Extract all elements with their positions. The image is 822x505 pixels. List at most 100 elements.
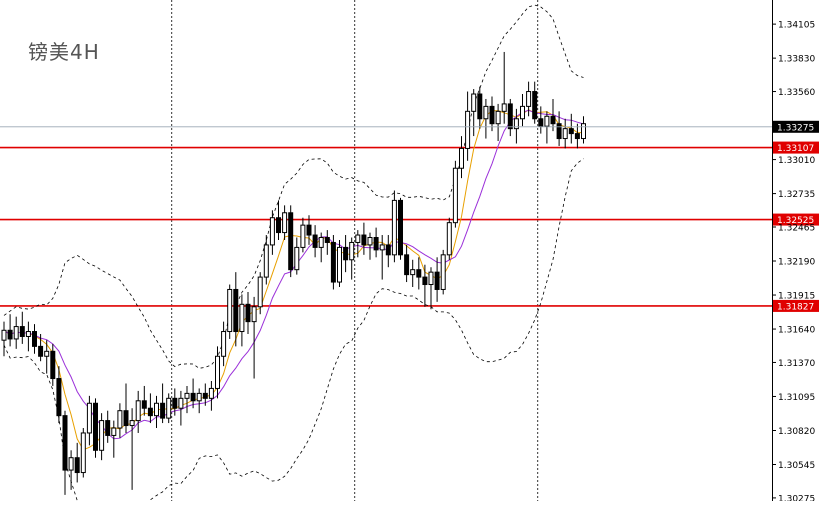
level-price-label: 1.31827: [777, 302, 814, 312]
candle-bull: [68, 457, 74, 471]
candle-bull: [513, 118, 519, 130]
candle-bear: [62, 415, 68, 471]
candle-bull: [282, 212, 288, 234]
price-tick-label: 1.33010: [778, 156, 815, 166]
candle-bull: [86, 402, 92, 434]
candle-bull: [294, 246, 300, 271]
price-tick-label: 1.31370: [778, 359, 815, 369]
candle-bull: [25, 331, 31, 337]
candle-bear: [373, 237, 379, 251]
price-tick-label: 1.30820: [778, 427, 815, 437]
price-tick-label: 1.31640: [778, 326, 815, 336]
candle-bear: [404, 254, 410, 276]
candle-bear: [105, 420, 111, 436]
candle-bear: [532, 91, 538, 120]
price-tick-label: 1.30275: [778, 494, 815, 501]
candle-bull: [428, 271, 434, 286]
current-price-label: 1.33275: [777, 123, 814, 133]
candle-bull: [501, 103, 507, 112]
candle-bear: [56, 378, 62, 417]
candle-bull: [562, 128, 568, 140]
candle-bull: [184, 392, 190, 399]
candle-bull: [349, 241, 355, 261]
candle-bear: [141, 400, 147, 409]
price-tick-label: 1.31915: [778, 292, 815, 302]
candle-bear: [385, 244, 391, 256]
candle-bull: [99, 420, 105, 451]
price-tick-label: 1.32735: [778, 190, 815, 200]
price-tick-label: 1.33830: [778, 55, 815, 65]
candle-bull: [263, 244, 269, 278]
ma-5-line: [3, 109, 584, 451]
candle-bear: [276, 217, 281, 234]
candle-bear: [434, 271, 440, 290]
candle-bear: [556, 123, 562, 140]
candle-bull: [526, 91, 532, 107]
candle-bull: [239, 303, 245, 333]
candle-bull: [440, 254, 446, 290]
candle-bull: [410, 269, 416, 276]
ma-10-line: [3, 109, 584, 440]
candle-bull: [44, 350, 50, 357]
candle-bear: [306, 224, 312, 236]
candle-bear: [93, 402, 98, 451]
candle-bull: [80, 432, 86, 474]
candle-bull: [391, 199, 397, 256]
candle-bull: [452, 167, 458, 224]
price-tick-label: 1.32190: [778, 258, 815, 268]
candle-bull: [196, 392, 202, 402]
candle-bull: [129, 420, 135, 427]
candle-bear: [398, 199, 403, 256]
candle-bear: [324, 237, 330, 243]
candle-bear: [538, 118, 544, 127]
candle-bull: [208, 387, 214, 399]
candle-bull: [13, 326, 19, 340]
candle-bear: [172, 397, 178, 409]
candle-bull: [318, 237, 324, 248]
candle-bull: [355, 234, 361, 243]
candle-bull: [544, 115, 550, 127]
bollinger-upper: [3, 4, 584, 369]
candle-bull: [257, 276, 263, 308]
candle-bull: [300, 224, 306, 248]
candle-bull: [471, 93, 477, 112]
level-price-box: [773, 299, 819, 312]
candle-bear: [416, 269, 422, 278]
candle-bear: [7, 329, 13, 340]
candle-bear: [343, 246, 349, 261]
candle-bull: [154, 402, 159, 417]
level-price-label: 1.32525: [777, 216, 814, 226]
candle-bull: [111, 427, 117, 436]
candle-bear: [38, 345, 44, 357]
level-price-box: [773, 213, 819, 226]
candle-bear: [361, 234, 367, 246]
price-tick-label: 1.33560: [778, 88, 815, 98]
price-tick-label: 1.31095: [778, 393, 815, 403]
candle-bear: [330, 241, 336, 283]
candle-bull: [227, 288, 233, 333]
candle-bull: [337, 246, 342, 283]
candle-bull: [117, 410, 123, 429]
candle-bear: [74, 457, 80, 474]
current-price-box: [773, 120, 819, 133]
candle-bull: [178, 397, 184, 409]
candle-bull: [166, 397, 172, 419]
candle-bull: [221, 331, 227, 357]
candle-bear: [32, 331, 37, 347]
candle-bear: [233, 288, 239, 333]
candle-bear: [507, 103, 513, 130]
candle-bull: [251, 306, 257, 323]
candle-bear: [190, 392, 196, 402]
candle-bull: [135, 400, 141, 422]
price-tick-label: 1.34105: [778, 21, 815, 31]
candle-bull: [1, 329, 7, 341]
candle-bear: [550, 115, 556, 125]
candle-bear: [202, 392, 208, 399]
candle-bear: [477, 93, 483, 120]
candle-bull: [367, 237, 373, 246]
chart-title: 镑美4H: [28, 40, 100, 64]
candle-bull: [465, 110, 471, 149]
candle-bull: [269, 217, 275, 246]
candle-bear: [147, 407, 153, 417]
